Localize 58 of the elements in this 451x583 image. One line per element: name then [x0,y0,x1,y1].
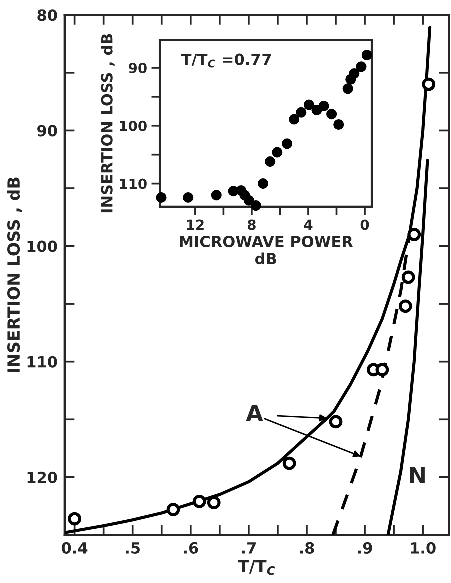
x-tick-label: .5 [126,542,140,554]
point [211,190,222,201]
point [402,270,416,284]
x-tick-label: 0 [360,220,370,230]
y-tick-label: 110 [28,356,58,368]
point [349,68,360,80]
y-tick-label: 110 [120,178,147,190]
point [342,84,354,94]
point [318,100,330,112]
point [326,109,338,120]
point [258,178,269,190]
y-axis-title: INSERTION LOSS , dB [7,178,22,372]
point [68,512,82,526]
point [304,100,314,110]
x-tick-label: .6 [184,542,198,554]
point [408,228,422,242]
y-tick-label: 100 [120,120,147,132]
point [183,192,194,203]
x-tick-label: 12 [187,220,204,230]
point [398,300,412,314]
x-tick-label: .7 [242,542,256,554]
point [244,195,254,206]
x-tick-label: 4 [304,220,313,230]
point [250,200,262,212]
x-tick-label: 1.0 [411,542,436,554]
point [282,138,293,150]
line-series [64,26,432,534]
point [265,156,276,168]
x-tick-label: 8 [248,220,256,230]
x-axis-title: MICROWAVE POWER dB [180,236,354,265]
x-tick-label: 0.4 [62,542,88,554]
y-tick-label: 90 [128,62,147,74]
annotation: A [246,404,264,422]
point [362,50,372,61]
point [356,62,367,72]
point [289,114,300,125]
point [272,147,283,158]
point [422,78,436,92]
point [192,495,206,508]
point [207,496,221,510]
point [296,107,307,118]
x-tick-label: .9 [358,542,372,554]
y-axis-title: INSERTION LOSS , dB [101,34,115,213]
line-series [386,159,430,536]
x-tick-label: .8 [300,542,314,554]
point [166,503,180,516]
annotation: T/T$_{C}$ =0.77 [181,54,272,68]
y-tick-label: 100 [28,240,58,252]
point [156,192,167,203]
x-axis-title: T/T$_{C}$ [238,560,276,576]
y-tick-label: 80 [38,10,58,22]
point [329,415,343,429]
point [334,119,344,130]
point [376,363,390,377]
point [282,456,296,470]
series-label: N [410,467,425,484]
y-tick-label: 120 [28,472,58,484]
y-tick-label: 90 [38,125,58,137]
